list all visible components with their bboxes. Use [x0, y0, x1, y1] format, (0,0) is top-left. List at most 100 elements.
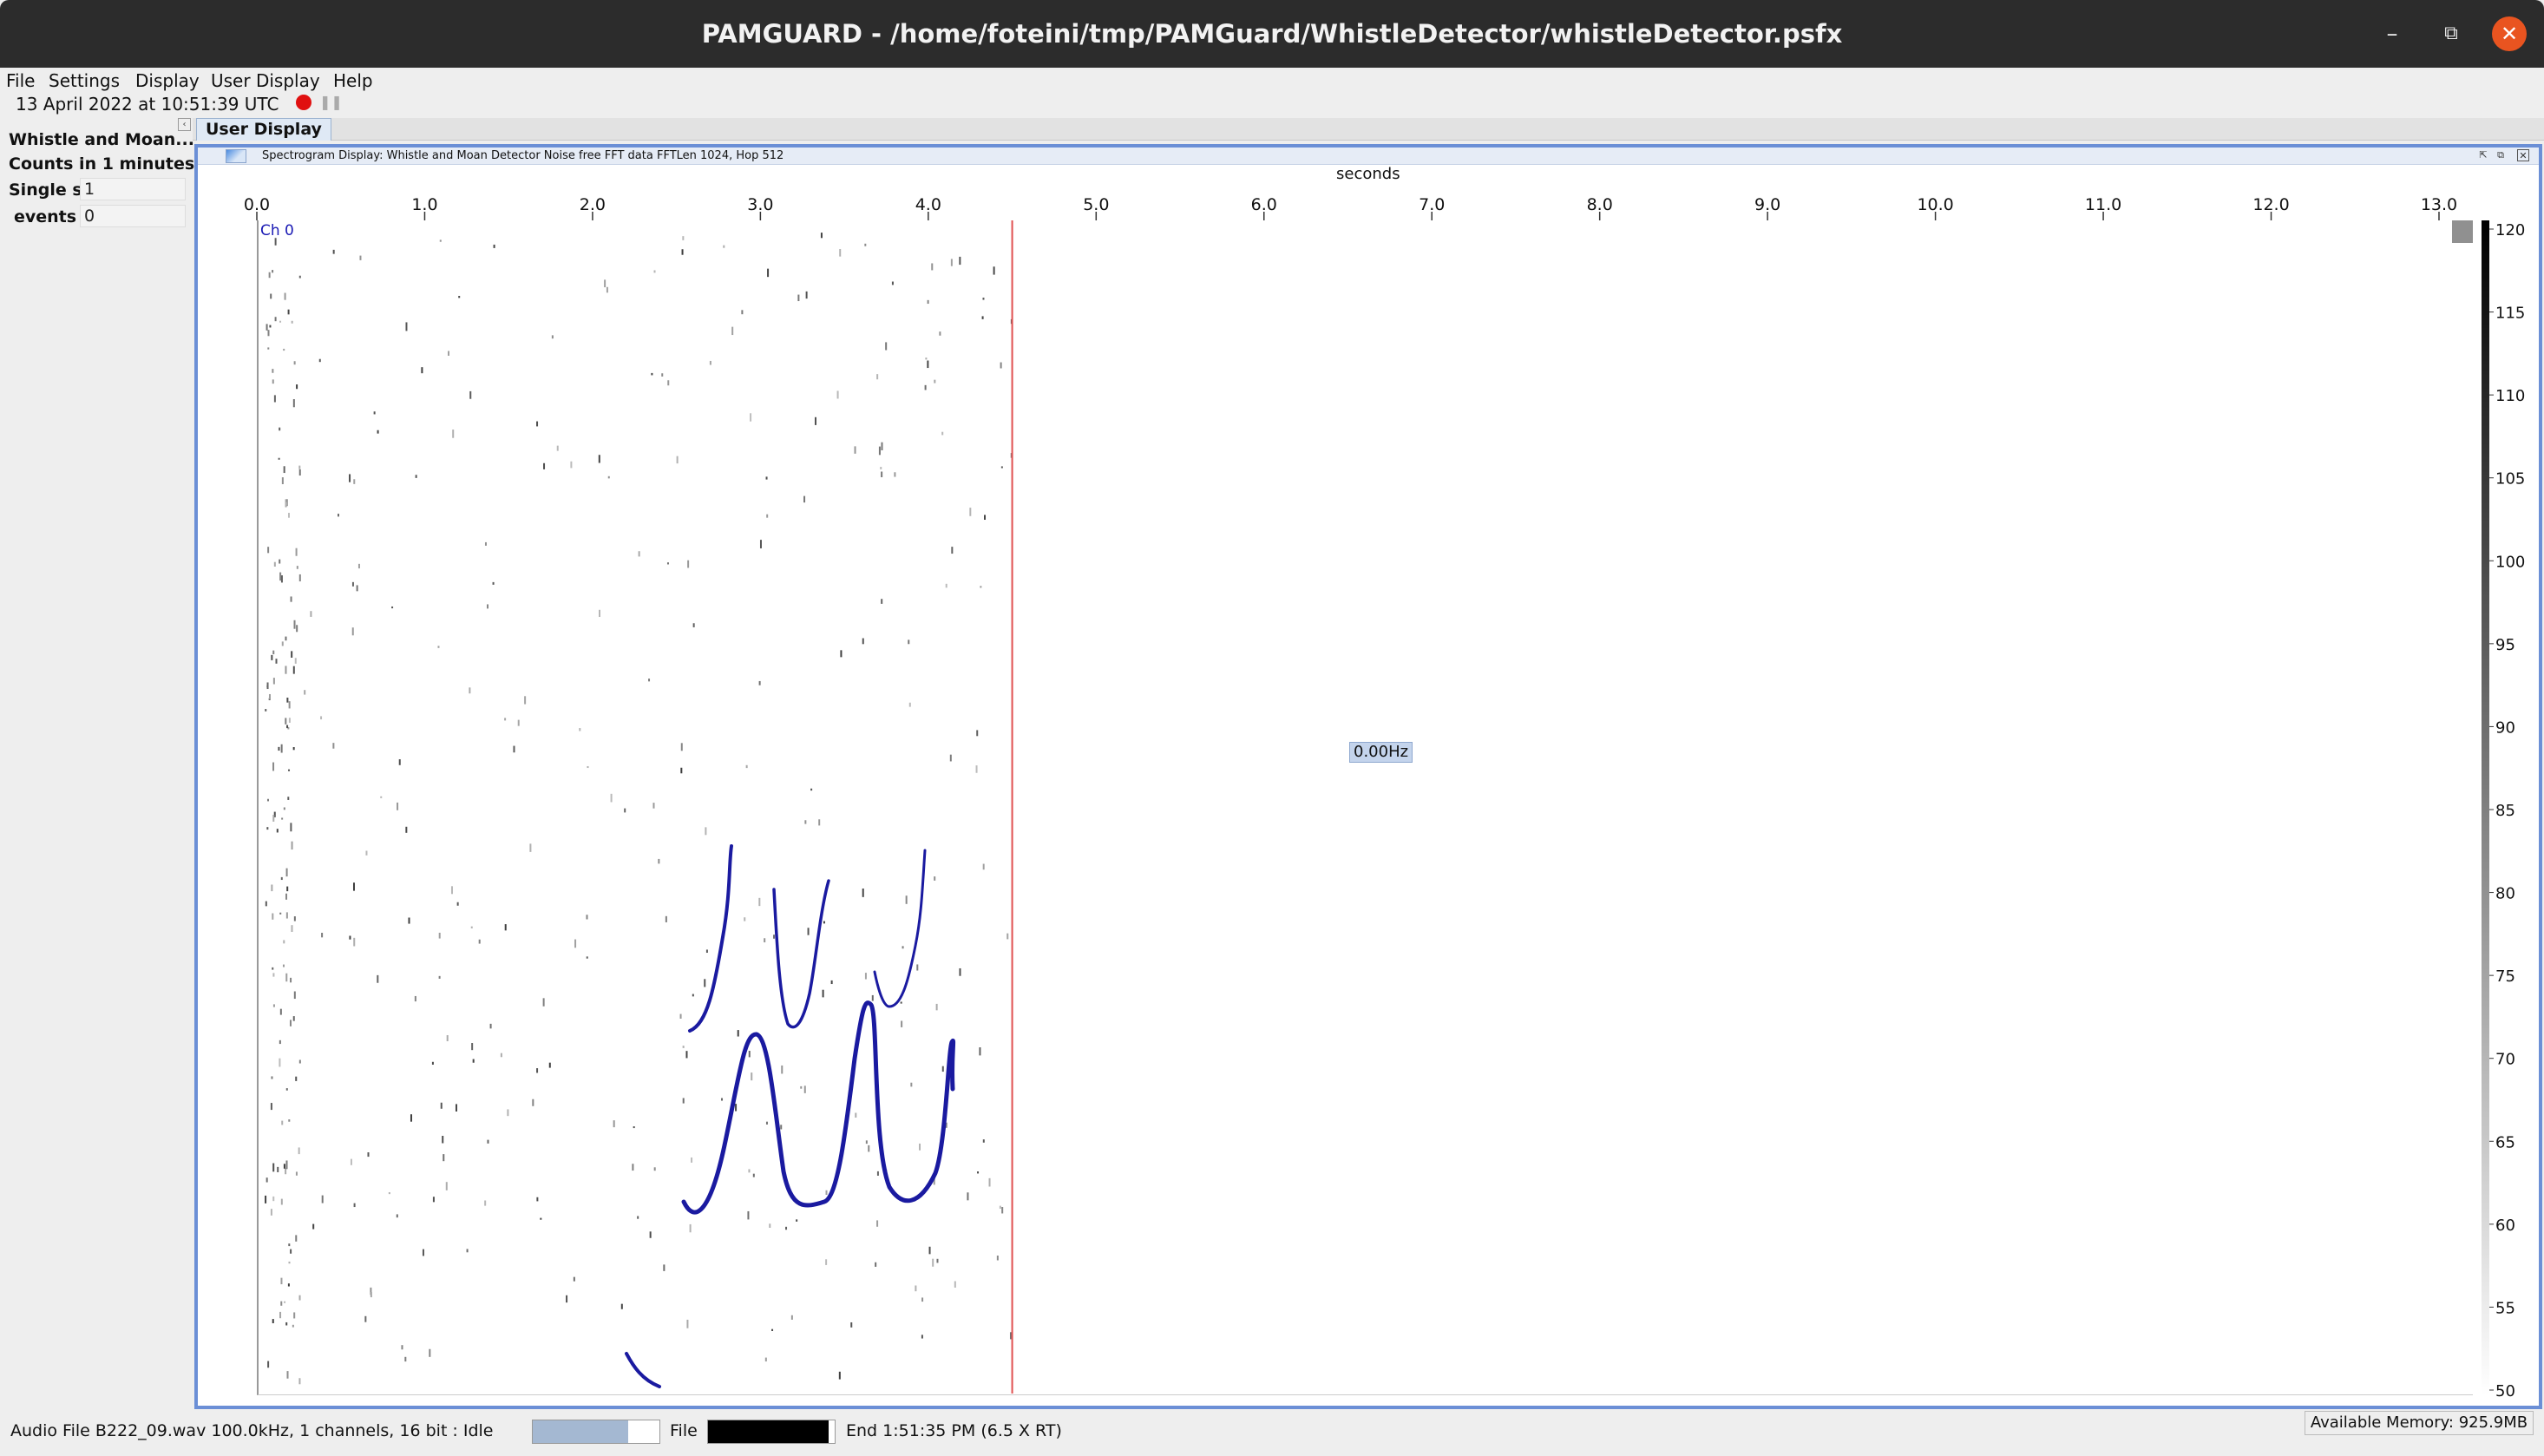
noise-speck: [536, 1197, 539, 1202]
noise-speck: [429, 1348, 431, 1357]
noise-speck: [548, 1062, 551, 1068]
noise-speck: [271, 1076, 273, 1079]
colorbar-tick-label: 70: [2495, 1051, 2515, 1069]
noise-speck: [680, 767, 683, 774]
noise-speck: [296, 384, 298, 390]
noise-speck: [979, 1047, 981, 1056]
noise-speck: [268, 693, 271, 699]
x-tick-label: 9.0: [1754, 195, 1780, 214]
noise-speck: [267, 347, 270, 350]
noise-speck: [272, 1163, 275, 1172]
noise-speck: [377, 430, 379, 434]
spectrogram-frame-icon[interactable]: [226, 149, 246, 163]
noise-speck: [807, 928, 810, 935]
counts-label: Counts in 1 minutes: [9, 154, 195, 174]
noise-speck: [285, 893, 288, 900]
noise-speck: [773, 935, 776, 939]
noise-speck: [272, 973, 275, 977]
spectrogram-plot[interactable]: [257, 220, 2473, 1395]
noise-speck: [731, 326, 734, 336]
close-icon[interactable]: ✕: [2492, 16, 2527, 51]
single-s-value: 1: [80, 178, 186, 200]
record-icon[interactable]: [296, 95, 311, 110]
whistle-contours: [625, 844, 956, 1388]
noise-speck: [278, 746, 280, 751]
noise-speck: [288, 1119, 291, 1122]
noise-speck: [279, 1311, 282, 1319]
noise-speck: [338, 514, 340, 517]
x-tick-label: 0.0: [244, 195, 270, 214]
scroll-thumb[interactable]: [2452, 220, 2473, 243]
noise-speck: [289, 1020, 292, 1026]
frame-float-icon[interactable]: ⧉: [2497, 149, 2504, 161]
noise-speck: [1006, 933, 1009, 940]
noise-speck: [283, 807, 285, 810]
noise-speck: [881, 471, 883, 477]
noise-speck: [900, 1001, 902, 1004]
noise-speck: [421, 367, 423, 374]
menu-settings[interactable]: Settings: [49, 70, 121, 91]
menu-help[interactable]: Help: [333, 70, 373, 91]
noise-speck: [573, 1276, 575, 1282]
colorbar-tick-label: 80: [2495, 885, 2515, 903]
noise-speck: [767, 268, 770, 278]
noise-speck: [637, 1216, 639, 1219]
menu-display[interactable]: Display: [135, 70, 200, 91]
noise-speck: [570, 461, 573, 469]
noise-speck: [373, 411, 376, 415]
noise-speck: [280, 575, 283, 583]
noise-speck: [469, 390, 472, 399]
noise-speck: [380, 796, 383, 798]
noise-speck: [692, 623, 695, 627]
noise-speck: [689, 1223, 692, 1233]
frame-minimize-icon[interactable]: ⇱: [2479, 149, 2488, 161]
noise-speck: [466, 1249, 469, 1253]
noise-speck: [666, 562, 669, 565]
noise-speck: [414, 995, 416, 1002]
noise-speck: [822, 989, 824, 998]
noise-speck: [876, 1220, 879, 1227]
noise-speck: [976, 730, 979, 737]
noise-speck: [288, 701, 291, 709]
x-tick-label: 1.0: [411, 195, 437, 214]
noise-speck: [748, 1169, 751, 1173]
whistle-contour: [772, 879, 830, 1029]
noise-speck: [291, 925, 293, 932]
noise-speck: [364, 1315, 367, 1322]
maximize-icon[interactable]: ⧉: [2444, 23, 2458, 44]
noise-speck: [682, 236, 685, 240]
frame-close-icon[interactable]: ✕: [2517, 149, 2529, 161]
file-progress-fill: [708, 1420, 829, 1443]
noise-speck: [288, 1261, 291, 1264]
noise-speck: [292, 747, 295, 751]
noise-specks: [265, 233, 1013, 1385]
noise-speck: [285, 1322, 288, 1326]
noise-speck: [267, 547, 270, 554]
colorbar-tick-label: 65: [2495, 1133, 2515, 1151]
noise-speck: [764, 1357, 767, 1362]
noise-speck: [797, 294, 800, 302]
noise-speck: [270, 1103, 272, 1111]
noise-speck: [279, 320, 282, 323]
noise-speck: [357, 563, 360, 569]
noise-speck: [959, 967, 961, 976]
tab-user-display[interactable]: User Display: [196, 118, 331, 141]
noise-speck: [507, 1109, 509, 1117]
menu-user-display[interactable]: User Display: [211, 70, 320, 91]
x-tick-label: 10.0: [1917, 195, 1953, 214]
collapse-panel-icon[interactable]: ‹: [178, 118, 191, 131]
minimize-icon[interactable]: –: [2386, 21, 2398, 47]
noise-speck: [988, 1177, 991, 1187]
noise-speck: [288, 1243, 291, 1247]
noise-speck: [924, 384, 927, 390]
noise-speck: [936, 1258, 939, 1263]
noise-speck: [280, 1198, 283, 1205]
noise-speck: [370, 1287, 372, 1295]
noise-speck: [296, 625, 298, 633]
noise-speck: [489, 1023, 492, 1029]
noise-speck: [290, 1249, 292, 1254]
noise-speck: [272, 379, 274, 384]
x-tick-label: 5.0: [1083, 195, 1109, 214]
noise-speck: [432, 1197, 435, 1203]
menu-file[interactable]: File: [6, 70, 36, 91]
